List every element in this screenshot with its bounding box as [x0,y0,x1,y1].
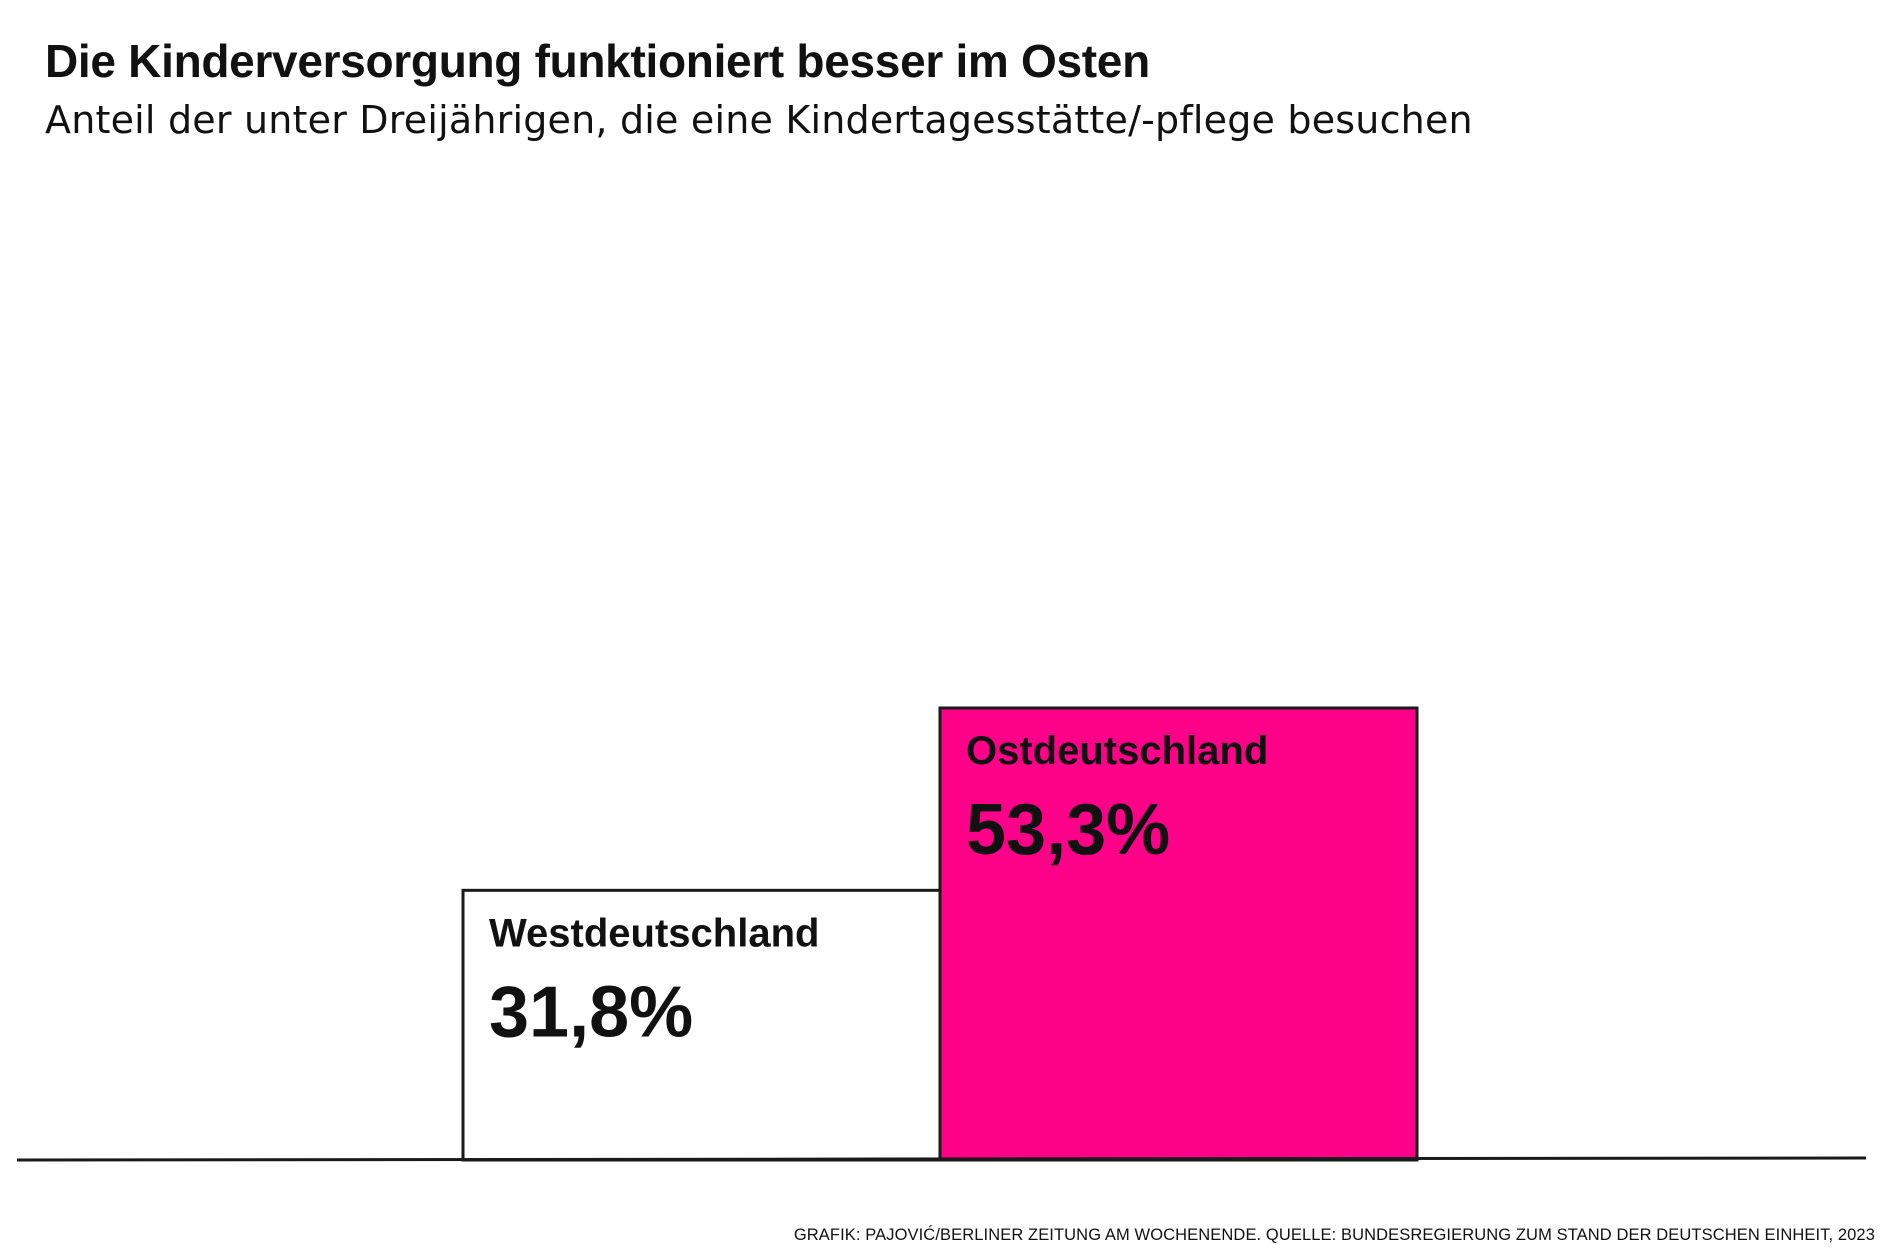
bar-label-ostdeutschland: Ostdeutschland [966,729,1268,773]
bars-group: Westdeutschland 31,8% Ostdeutschland 53,3% [461,706,1419,1162]
bar-label-westdeutschland: Westdeutschland [489,911,819,955]
source-note: GRAFIK: PAJOVIĆ/BERLINER ZEITUNG AM WOCH… [793,1226,1875,1244]
bar-value-ostdeutschland: 53,3% [966,790,1170,870]
chart-baseline [16,1156,1867,1162]
chart-subtitle: Anteil der unter Dreijährigen, die eine … [45,98,1473,142]
bar-value-westdeutschland: 31,8% [489,972,693,1052]
bar-ostdeutschland [938,706,1419,1162]
chart-title: Die Kinderversorgung funktioniert besser… [45,35,1150,87]
